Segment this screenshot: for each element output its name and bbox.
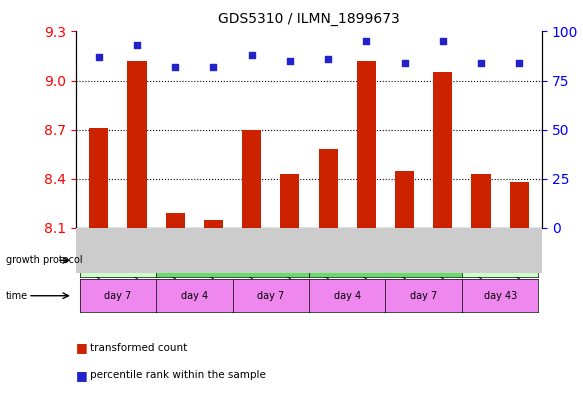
- Bar: [318, 149, 338, 228]
- Text: day 4: day 4: [181, 291, 208, 301]
- Bar: [128, 61, 146, 228]
- Point: [324, 56, 333, 62]
- Point: [476, 60, 486, 66]
- Text: time: time: [6, 291, 28, 301]
- Bar: [204, 220, 223, 228]
- Point: [209, 64, 218, 70]
- Point: [438, 38, 448, 44]
- Bar: [89, 128, 108, 228]
- Text: growth protocol: growth protocol: [6, 255, 82, 265]
- Text: xenograph (mam
mary fat pad): xenograph (mam mary fat pad): [461, 251, 539, 270]
- Bar: [357, 61, 376, 228]
- Bar: [472, 174, 490, 228]
- Bar: [433, 72, 452, 228]
- Bar: [166, 213, 185, 228]
- Bar: [510, 182, 529, 228]
- Point: [132, 42, 142, 48]
- Text: ■: ■: [76, 341, 87, 354]
- Point: [94, 54, 103, 60]
- Text: 2 dimensional
monolayer: 2 dimensional monolayer: [86, 251, 150, 270]
- Text: 3 dimensional polyHEMA: 3 dimensional polyHEMA: [329, 256, 441, 265]
- Text: day 4: day 4: [333, 291, 361, 301]
- Bar: [242, 130, 261, 228]
- Text: day 7: day 7: [410, 291, 437, 301]
- Text: transformed count: transformed count: [90, 343, 188, 353]
- Bar: [395, 171, 414, 228]
- Point: [515, 60, 524, 66]
- Text: day 43: day 43: [483, 291, 517, 301]
- Text: percentile rank within the sample: percentile rank within the sample: [90, 370, 266, 380]
- Title: GDS5310 / ILMN_1899673: GDS5310 / ILMN_1899673: [218, 12, 400, 26]
- Point: [170, 64, 180, 70]
- Text: day 7: day 7: [104, 291, 132, 301]
- Bar: [280, 174, 300, 228]
- Text: ■: ■: [76, 369, 87, 382]
- Point: [247, 52, 257, 58]
- Point: [285, 58, 294, 64]
- Point: [361, 38, 371, 44]
- Text: day 7: day 7: [257, 291, 285, 301]
- Point: [400, 60, 409, 66]
- Text: 3 dimensional Matrigel: 3 dimensional Matrigel: [181, 256, 285, 265]
